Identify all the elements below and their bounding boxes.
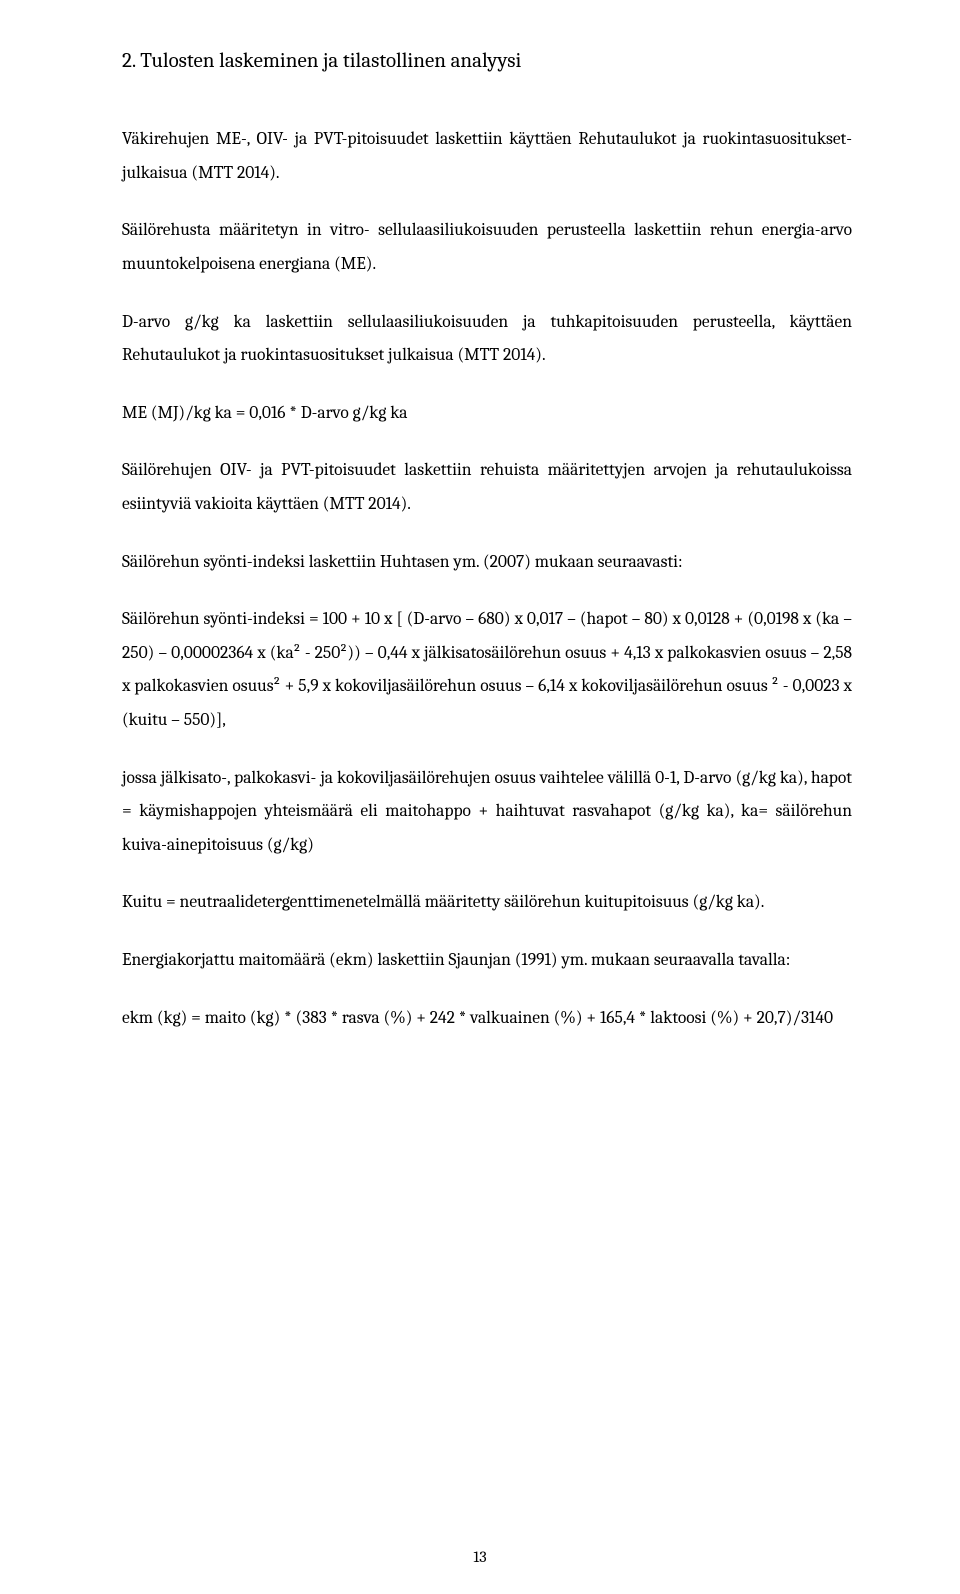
section-heading: 2. Tulosten laskeminen ja tilastollinen … bbox=[122, 48, 852, 75]
paragraph: Säilörehun syönti-indeksi laskettiin Huh… bbox=[122, 546, 852, 580]
page-number: 13 bbox=[0, 1548, 960, 1566]
paragraph-formula: ME (MJ)/kg ka = 0,016 * D-arvo g/kg ka bbox=[122, 397, 852, 431]
paragraph: Säilörehusta määritetyn in vitro- sellul… bbox=[122, 214, 852, 281]
paragraph-formula: Säilörehun syönti-indeksi = 100 + 10 x [… bbox=[122, 603, 852, 737]
document-page: 2. Tulosten laskeminen ja tilastollinen … bbox=[0, 0, 960, 1594]
paragraph: Väkirehujen ME-, OIV- ja PVT-pitoisuudet… bbox=[122, 123, 852, 190]
paragraph: Säilörehujen OIV- ja PVT-pitoisuudet las… bbox=[122, 454, 852, 521]
paragraph: Energiakorjattu maitomäärä (ekm) laskett… bbox=[122, 944, 852, 978]
paragraph: D-arvo g/kg ka laskettiin sellulaasiliuk… bbox=[122, 306, 852, 373]
paragraph: Kuitu = neutraalidetergenttimenetelmällä… bbox=[122, 886, 852, 920]
paragraph: jossa jälkisato-, palkokasvi- ja kokovil… bbox=[122, 762, 852, 863]
paragraph-formula: ekm (kg) = maito (kg) * (383 * rasva (%)… bbox=[122, 1002, 852, 1036]
